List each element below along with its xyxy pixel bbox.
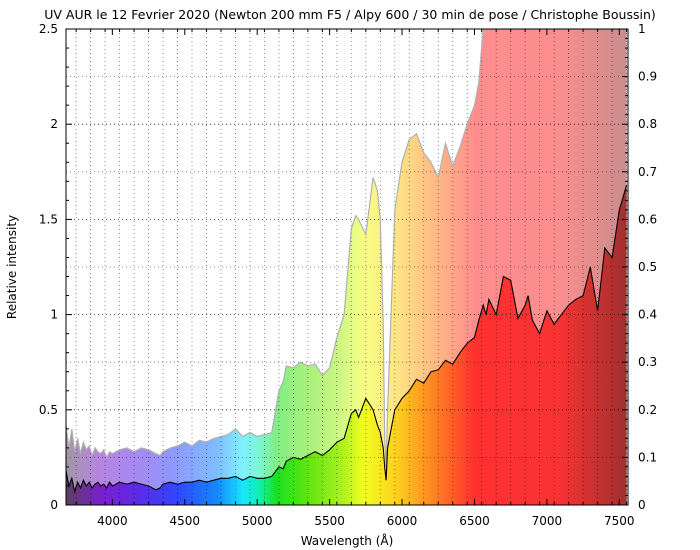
x-tick-label: 4000 [97,514,128,528]
y2-tick-label: 0.9 [638,70,657,84]
chart-title: UV AUR le 12 Fevrier 2020 (Newton 200 mm… [44,7,656,22]
y-tick-label: 0 [50,498,58,512]
spectrum-line [66,184,628,494]
x-tick-label: 7500 [604,514,635,528]
y2-tick-label: 0.1 [638,450,657,464]
x-tick-label: 4500 [169,514,200,528]
y2-tick-label: 0.7 [638,165,657,179]
y2-tick-label: 0 [638,498,646,512]
y-tick-label: 1.5 [39,212,58,226]
x-tick-label: 7000 [532,514,563,528]
x-tick-label: 5000 [242,514,273,528]
axis-ticks: 4000 4500 5000 5500 6000 6500 7000 750000.511.5… [39,22,657,528]
y-axis-label: Relative intensity [5,215,19,319]
y-tick-label: 0.5 [39,403,58,417]
x-tick-label: 5500 [314,514,345,528]
normalized-line [66,29,627,467]
y-tick-label: 1 [50,308,58,322]
spectrum-fill-layer [66,29,627,505]
y-tick-label: 2.5 [39,22,58,36]
series-lines [66,29,628,494]
y2-tick-label: 0.5 [638,260,657,274]
x-axis-label: Wavelength (Å) [301,533,394,548]
y2-tick-label: 1 [638,22,646,36]
x-tick-label: 6000 [387,514,418,528]
spectrum-fill [66,185,627,505]
y-tick-label: 2 [50,117,58,131]
y2-tick-label: 0.3 [638,355,657,369]
y2-tick-label: 0.6 [638,212,657,226]
x-tick-label: 6500 [459,514,490,528]
grid [66,29,628,505]
y2-tick-label: 0.8 [638,117,657,131]
y2-tick-label: 0.4 [638,308,657,322]
y2-tick-label: 0.2 [638,403,657,417]
